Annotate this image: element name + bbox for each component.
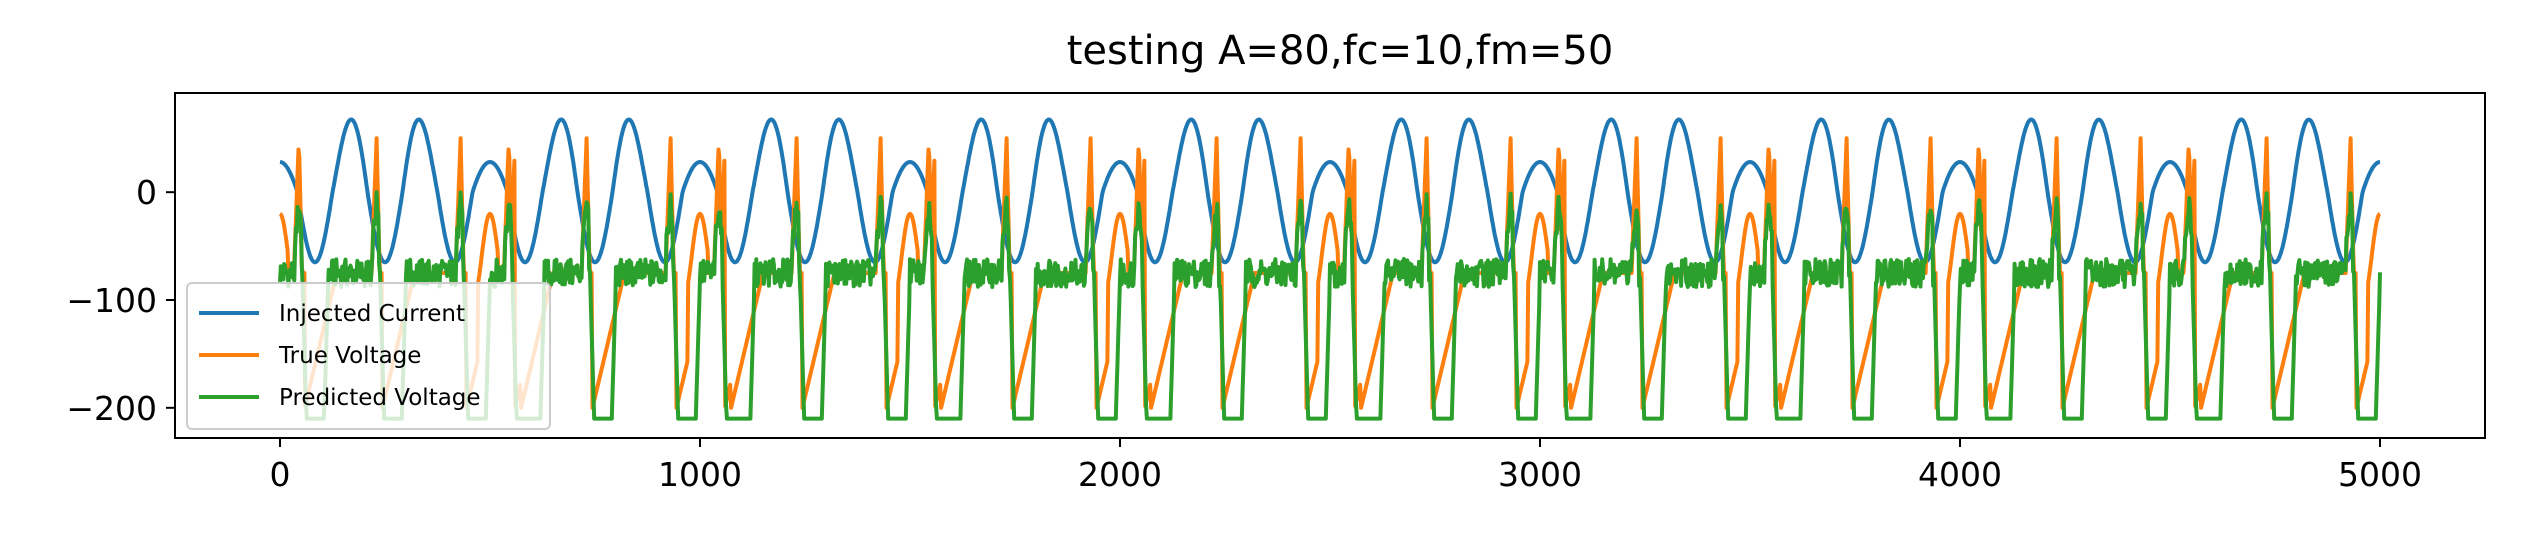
x-tick-label: 1000 bbox=[658, 455, 742, 494]
x-tick-label: 3000 bbox=[1498, 455, 1582, 494]
y-tick-label: −100 bbox=[66, 281, 157, 320]
series-line-predicted-voltage bbox=[278, 190, 2382, 421]
x-tick-label: 0 bbox=[270, 455, 291, 494]
x-tick-label: 2000 bbox=[1078, 455, 1162, 494]
legend: Injected Current True Voltage Predicted Vo… bbox=[186, 282, 551, 430]
y-axis: 0 −100 −200 bbox=[66, 173, 175, 428]
legend-label: Predicted Voltage bbox=[279, 385, 481, 411]
y-tick-label: −200 bbox=[66, 389, 157, 428]
x-axis: 0 1000 2000 3000 4000 5000 bbox=[270, 438, 2422, 494]
legend-label: True Voltage bbox=[278, 343, 421, 369]
legend-box bbox=[186, 282, 551, 430]
y-tick-label: 0 bbox=[136, 173, 157, 212]
chart-title: testing A=80,fc=10,fm=50 bbox=[1067, 28, 1614, 74]
plot-area bbox=[278, 117, 2382, 421]
x-tick-label: 5000 bbox=[2338, 455, 2422, 494]
legend-label: Injected Current bbox=[279, 301, 465, 327]
axes-frame bbox=[174, 92, 2486, 439]
x-tick-label: 4000 bbox=[1918, 455, 2002, 494]
series-line-injected-current bbox=[278, 117, 2382, 265]
